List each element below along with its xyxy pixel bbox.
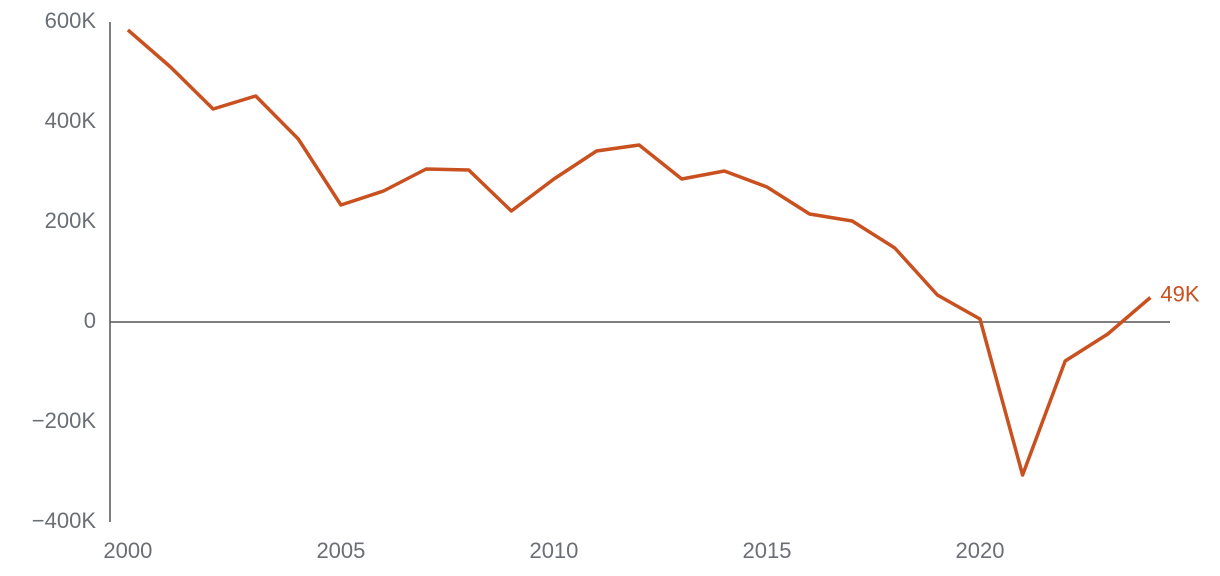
value-label: 49K (1160, 281, 1199, 306)
y-tick-label: −200K (32, 408, 97, 433)
y-tick-label: −400K (32, 508, 97, 533)
x-tick-label: 2010 (529, 538, 578, 563)
x-tick-label: 2005 (316, 538, 365, 563)
data-line (126, 28, 1152, 477)
x-tick-label: 2015 (742, 538, 791, 563)
y-tick-label: 400K (45, 108, 97, 133)
x-tick-label: 2000 (103, 538, 152, 563)
y-tick-label: 0 (84, 308, 96, 333)
y-tick-label: 600K (45, 8, 97, 33)
y-tick-label: 200K (45, 208, 97, 233)
x-tick-label: 2020 (956, 538, 1005, 563)
